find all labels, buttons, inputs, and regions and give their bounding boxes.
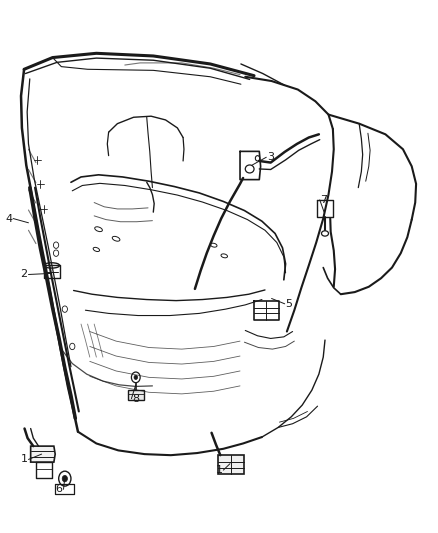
Polygon shape xyxy=(218,455,244,474)
Polygon shape xyxy=(128,390,144,400)
Text: 7: 7 xyxy=(321,195,328,205)
Text: 5: 5 xyxy=(286,299,293,309)
Circle shape xyxy=(62,475,67,482)
Text: 4: 4 xyxy=(5,214,12,223)
Text: 6: 6 xyxy=(56,484,63,494)
Circle shape xyxy=(134,375,138,379)
Text: 3: 3 xyxy=(267,152,274,162)
Polygon shape xyxy=(31,446,55,462)
Text: 1: 1 xyxy=(215,465,223,475)
Text: 8: 8 xyxy=(132,394,139,403)
Text: 2: 2 xyxy=(21,270,28,279)
Text: 1: 1 xyxy=(21,455,28,464)
